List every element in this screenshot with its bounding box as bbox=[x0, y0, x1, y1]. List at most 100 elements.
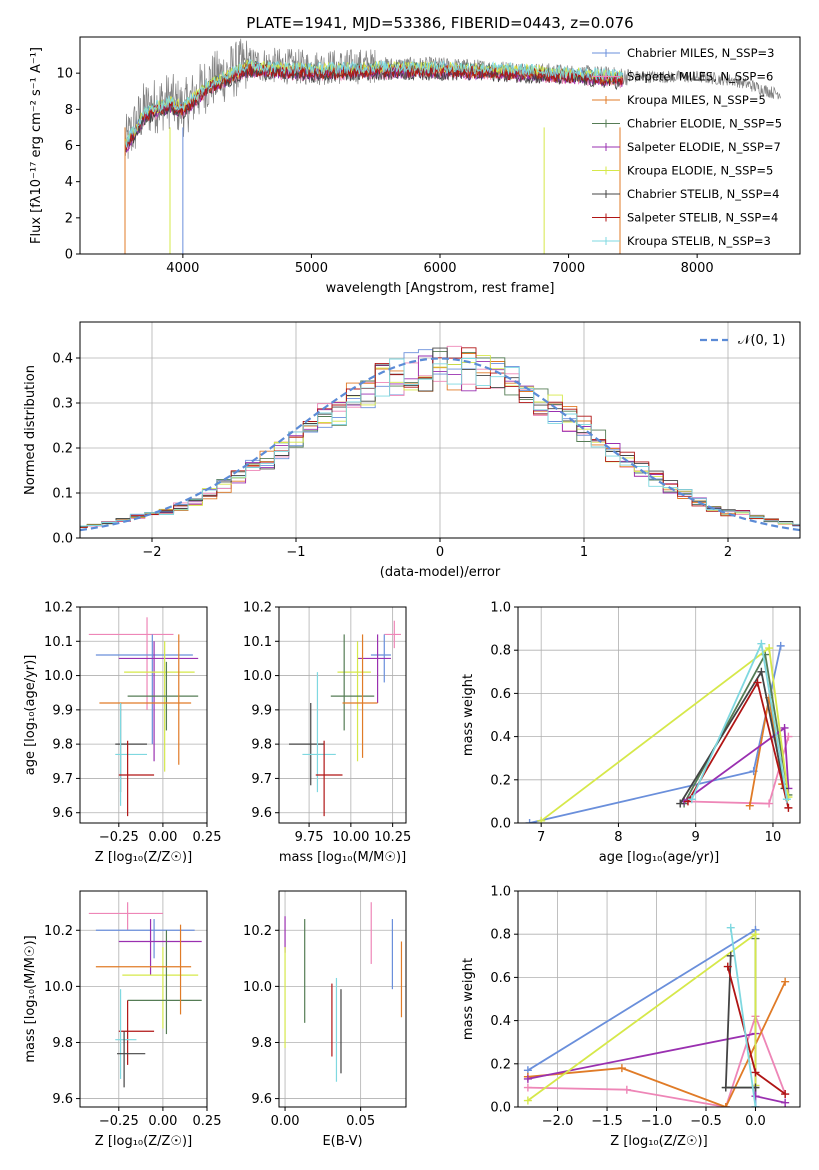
model-spectrum-8 bbox=[124, 58, 623, 148]
x-tick-label: −1 bbox=[286, 545, 305, 560]
plot-frame bbox=[517, 606, 801, 824]
y-tick-label: 10.2 bbox=[243, 924, 272, 939]
y-axis-label: Normed distribution bbox=[23, 365, 38, 495]
weight-marker bbox=[525, 819, 534, 823]
x-tick-label: 9 bbox=[692, 830, 700, 845]
y-tick-label: 9.8 bbox=[52, 738, 73, 753]
weight-marker bbox=[617, 1064, 626, 1073]
weight-vs-age-panel: 7 8 9 10 0.0 0.2 0.4 0.6 0.8 1.0 age [log₁₀(age/yr… bbox=[461, 601, 801, 865]
y-tick-label: 4 bbox=[65, 175, 73, 190]
mass-vs-ebv-panel: 0.00 0.05 9.6 9.8 10.0 10.2 E(B-V) bbox=[243, 890, 407, 1149]
y-tick-label: 9.8 bbox=[251, 1036, 272, 1051]
plot-frame bbox=[79, 890, 208, 1108]
y-tick-label: 0.4 bbox=[52, 352, 73, 367]
x-axis-label: E(B-V) bbox=[322, 1134, 362, 1149]
legend-entry: Salpeter ELODIE, N_SSP=7 bbox=[627, 140, 781, 154]
y-tick-label: 9.7 bbox=[251, 772, 272, 787]
x-axis-label: Z [log₁₀(Z/Z☉)] bbox=[610, 1134, 707, 1149]
weight-marker bbox=[721, 1083, 730, 1092]
y-tick-label: 9.9 bbox=[251, 703, 272, 718]
y-tick-label: 10 bbox=[56, 67, 73, 82]
x-axis-label: (data-model)/error bbox=[380, 565, 501, 580]
x-tick-label: −1.5 bbox=[591, 1114, 623, 1129]
x-tick-label: 0.25 bbox=[193, 830, 222, 845]
mass-vs-Z-plot-area bbox=[88, 902, 202, 1088]
y-tick-label: 10.2 bbox=[243, 601, 272, 616]
legend-entry: Kroupa ELODIE, N_SSP=5 bbox=[627, 164, 773, 178]
weight-marker bbox=[751, 930, 760, 939]
x-axis-label: age [log₁₀(age/yr)] bbox=[599, 850, 720, 865]
y-tick-label: 10.0 bbox=[243, 980, 272, 995]
weight-marker bbox=[523, 1074, 532, 1083]
x-tick-label: 10 bbox=[765, 830, 782, 845]
legend-entry: Salpeter STELIB, N_SSP=4 bbox=[627, 211, 778, 225]
y-tick-label: 10.2 bbox=[44, 601, 73, 616]
x-tick-label: −0.25 bbox=[99, 1114, 139, 1129]
x-tick-label: 10.25 bbox=[374, 830, 411, 845]
x-tick-label: −2.0 bbox=[542, 1114, 574, 1129]
weight-marker bbox=[523, 1096, 532, 1105]
mass-vs-Z-panel: −0.25 0.00 0.25 9.6 9.8 10.0 10.2 Z [log₁₀(Z/Z☉… bbox=[23, 890, 222, 1149]
mass-vs-ebv-plot-area bbox=[284, 902, 403, 1082]
weight-marker bbox=[622, 1085, 631, 1094]
x-axis-label: Z [log₁₀(Z/Z☉)] bbox=[95, 850, 192, 865]
spectrum-plot-area bbox=[124, 38, 782, 254]
y-tick-label: 0.8 bbox=[490, 644, 511, 659]
y-tick-label: 0.6 bbox=[490, 687, 511, 702]
y-tick-label: 0.0 bbox=[52, 532, 73, 547]
plot-frame bbox=[79, 606, 208, 824]
weight-marker bbox=[726, 951, 735, 960]
weight-marker bbox=[753, 678, 762, 687]
weight-line bbox=[729, 927, 757, 1107]
y-tick-label: 1.0 bbox=[490, 885, 511, 900]
weight-marker bbox=[776, 641, 785, 650]
x-tick-label: 5000 bbox=[295, 261, 328, 276]
histogram-series-8 bbox=[80, 358, 800, 527]
age-vs-mass-panel: 9.75 10.00 10.25 9.6 9.7 9.8 9.9 10.0 10.1 10.2 ma… bbox=[243, 601, 411, 866]
y-tick-label: 1.0 bbox=[490, 601, 511, 616]
weight-vs-Z-plot-area bbox=[523, 923, 790, 1107]
x-axis-label: wavelength [Angstrom, rest frame] bbox=[326, 281, 555, 296]
y-tick-label: 10.0 bbox=[44, 669, 73, 684]
y-tick-label: 10.1 bbox=[243, 635, 272, 650]
x-tick-label: 4000 bbox=[166, 261, 199, 276]
residuals-panel: −2 −1 0 1 2 0.0 0.1 0.2 0.3 0.4 (data-model)/error… bbox=[23, 321, 801, 580]
weight-marker bbox=[781, 977, 790, 986]
plot-frame bbox=[517, 890, 801, 1108]
y-tick-label: 10.0 bbox=[243, 669, 272, 684]
x-tick-label: 1 bbox=[580, 545, 588, 560]
weight-marker bbox=[765, 799, 774, 808]
x-tick-label: 7 bbox=[537, 830, 545, 845]
weight-marker bbox=[781, 1098, 790, 1107]
y-axis-label: mass weight bbox=[461, 674, 476, 756]
y-tick-label: 0.0 bbox=[490, 817, 511, 832]
y-tick-label: 6 bbox=[65, 139, 73, 154]
y-tick-label: 2 bbox=[65, 211, 73, 226]
plot-frame bbox=[278, 606, 407, 824]
weight-marker bbox=[721, 1103, 730, 1107]
age-vs-Z-panel: −0.25 0.00 0.25 9.6 9.7 9.8 9.9 10.0 10.1 10.2 Z [… bbox=[23, 601, 221, 866]
y-axis-label: mass weight bbox=[461, 958, 476, 1040]
x-tick-label: 0.05 bbox=[346, 1114, 375, 1129]
x-tick-label: 0.25 bbox=[193, 1114, 222, 1129]
legend-entry: Chabrier MILES, N_SSP=3 bbox=[627, 46, 774, 60]
x-tick-label: 6000 bbox=[423, 261, 456, 276]
legend-entry: Chabrier ELODIE, N_SSP=5 bbox=[627, 117, 782, 131]
y-tick-label: 0.8 bbox=[490, 928, 511, 943]
weight-marker bbox=[523, 1083, 532, 1092]
x-tick-label: 0.00 bbox=[148, 1114, 177, 1129]
x-tick-label: 2 bbox=[724, 545, 732, 560]
y-axis-label: mass [log₁₀(M/M☉)] bbox=[23, 935, 38, 1062]
y-tick-label: 9.9 bbox=[52, 703, 73, 718]
y-axis-label: Flux [fλ10⁻¹⁷ erg cm⁻² s⁻¹ A⁻¹] bbox=[29, 47, 44, 244]
x-tick-label: 8 bbox=[614, 830, 622, 845]
weight-marker bbox=[751, 1103, 760, 1107]
weight-marker bbox=[780, 723, 789, 732]
y-tick-label: 9.7 bbox=[52, 772, 73, 787]
y-tick-label: 0.2 bbox=[52, 442, 73, 457]
y-tick-label: 9.8 bbox=[251, 738, 272, 753]
gaussian-curve bbox=[80, 357, 800, 532]
weight-marker bbox=[784, 803, 793, 812]
x-tick-label: −0.5 bbox=[690, 1114, 722, 1129]
